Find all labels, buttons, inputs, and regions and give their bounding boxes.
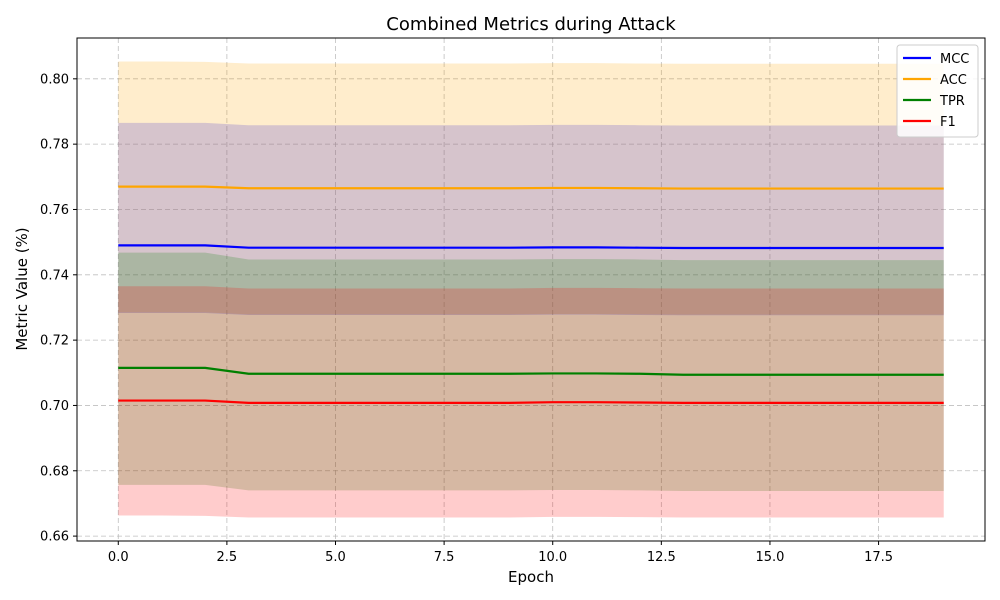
y-axis-label: Metric Value (%) [13,227,31,350]
x-tick-label: 12.5 [647,550,676,565]
x-tick-label: 2.5 [217,550,238,565]
band-mcc [118,122,944,316]
series-line-mcc [118,244,944,250]
legend-label-tpr: TPR [939,94,965,109]
y-tick-label: 0.74 [40,268,69,283]
y-tick-label: 0.68 [40,464,69,479]
x-tick-label: 15.0 [755,550,784,565]
x-tick-label: 17.5 [864,550,893,565]
y-tick-label: 0.78 [40,138,69,153]
plot-background [77,38,985,541]
x-tick-label: 5.0 [325,550,346,565]
legend: MCC ACC TPR F1 [896,44,979,138]
series-line-tpr [118,366,944,376]
legend-label-f1: F1 [940,115,956,130]
series-line-acc [118,185,944,190]
legend-label-acc: ACC [940,73,967,88]
plot-area: 0.0 2.5 5.0 7.5 10.0 12.5 15.0 17.5 0.66 0.68 0.70… [40,37,986,565]
x-tick-label: 7.5 [434,550,455,565]
x-tick-label: 0.0 [108,550,129,565]
y-tick-label: 0.76 [40,203,69,218]
y-tick-label: 0.70 [40,399,69,414]
y-tick-label: 0.66 [40,530,69,545]
x-tick-label: 10.0 [538,550,567,565]
chart-title: Combined Metrics during Attack [386,14,676,35]
legend-box [896,44,979,138]
y-tick-label: 0.80 [40,72,69,87]
series-line-f1 [118,399,944,404]
axes-frame [76,37,986,542]
y-tick-label: 0.72 [40,334,69,349]
legend-label-mcc: MCC [940,52,969,67]
x-axis-label: Epoch [508,568,554,586]
band-tpr [118,252,944,492]
